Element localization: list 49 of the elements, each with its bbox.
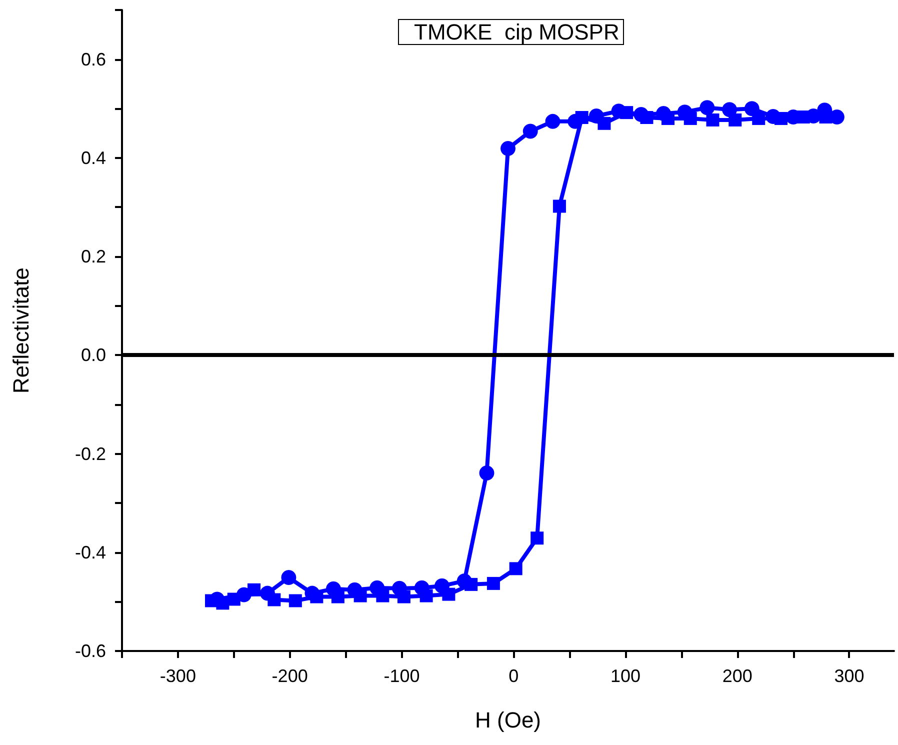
- point: [752, 112, 766, 125]
- x-tick-label: 300: [834, 666, 864, 686]
- y-tick-label: -0.4: [74, 542, 106, 562]
- x-tick-label: -300: [160, 666, 196, 686]
- point: [522, 124, 538, 139]
- y-tick-label: 0.6: [80, 49, 106, 70]
- x-tick-label: 200: [722, 666, 752, 686]
- point: [796, 110, 810, 124]
- point: [706, 113, 720, 126]
- point: [354, 589, 367, 602]
- point: [728, 113, 742, 126]
- x-axis-title: H (Oe): [475, 708, 541, 732]
- point: [442, 588, 456, 601]
- point: [684, 112, 697, 125]
- y-axis-title: Reflectivitate: [8, 268, 34, 394]
- x-tick-label: -200: [272, 666, 308, 686]
- point: [376, 589, 390, 602]
- point: [281, 570, 296, 586]
- y-tick-label: -0.6: [74, 641, 106, 661]
- y-tick-label: 0.2: [80, 246, 106, 267]
- point: [545, 114, 560, 129]
- point: [479, 466, 494, 480]
- point: [640, 110, 654, 124]
- x-tick-label: -100: [384, 666, 420, 686]
- point: [552, 200, 566, 213]
- point: [700, 100, 715, 116]
- x-tick-label: 100: [610, 666, 640, 686]
- point: [819, 110, 832, 124]
- point: [486, 576, 500, 590]
- point: [500, 141, 516, 156]
- x-tick-label: 0: [508, 666, 519, 686]
- chart-title: TMOKE cip MOSPR: [414, 20, 620, 44]
- point: [509, 562, 522, 576]
- point: [575, 110, 588, 124]
- y-tick-label: 0.0: [80, 345, 106, 366]
- point: [598, 116, 611, 130]
- y-tick-label: 0.4: [80, 148, 106, 168]
- point: [464, 578, 478, 591]
- point: [530, 532, 544, 545]
- point: [774, 112, 788, 125]
- point: [420, 589, 433, 602]
- point: [288, 594, 302, 608]
- point: [248, 583, 261, 596]
- point: [227, 592, 240, 606]
- point: [331, 590, 344, 604]
- y-tick-label: -0.2: [74, 444, 106, 464]
- point: [397, 590, 410, 604]
- point: [620, 106, 634, 120]
- point: [268, 593, 281, 606]
